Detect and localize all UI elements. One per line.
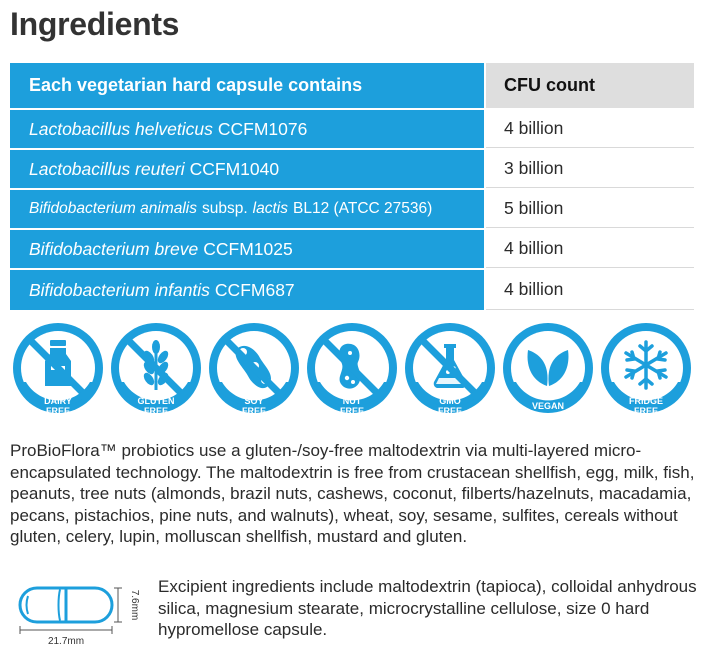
cfu-cell: 4 billion <box>486 230 694 268</box>
strain-cell: Bifidobacterium animalis subsp. lactis BL12… <box>10 190 486 228</box>
excipient-text: Excipient ingredients include maltodextr… <box>158 577 697 639</box>
leaf-icon <box>527 350 569 386</box>
table-row: Bifidobacterium infantis CCFM687 4 billio… <box>10 270 694 312</box>
badge-dairy-free: DAIRY FREE <box>10 320 106 416</box>
badge-vegan: VEGAN <box>500 320 596 416</box>
badge-gmo-free: GMO FREE <box>402 320 498 416</box>
capsule-height-label: 7.6mm <box>129 590 140 621</box>
table-row: Bifidobacterium breve CCFM1025 4 billion <box>10 230 694 270</box>
badge-label: VEGAN <box>531 401 564 411</box>
badge-label: GLUTEN FREE <box>137 396 175 416</box>
strain-code: BL12 (ATCC 27536) <box>293 200 433 217</box>
subspecies-name: lactis <box>252 200 288 217</box>
page-title: Ingredients <box>10 6 180 42</box>
header-contents: Each vegetarian hard capsule contains <box>10 63 486 108</box>
strain-code: CCFM1040 <box>189 158 280 179</box>
table-row: Lactobacillus helveticus CCFM1076 4 billi… <box>10 110 694 150</box>
ingredients-table: Each vegetarian hard capsule contains CF… <box>10 63 694 312</box>
badge-label: SOY FREE <box>241 396 266 416</box>
species-name: Bifidobacterium infantis <box>29 279 210 300</box>
cfu-cell: 5 billion <box>486 190 694 228</box>
badge-nut-free: NUT FREE <box>304 320 400 416</box>
species-name: Lactobacillus reuteri <box>29 158 185 179</box>
capsule-icon <box>18 586 114 624</box>
table-header-row: Each vegetarian hard capsule contains CF… <box>10 63 694 110</box>
strain-code: CCFM1025 <box>203 238 293 259</box>
subsp-label: subsp. <box>202 200 248 217</box>
strain-cell: Lactobacillus helveticus CCFM1076 <box>10 110 486 148</box>
cfu-cell: 4 billion <box>486 110 694 148</box>
strain-code: CCFM1076 <box>217 118 308 139</box>
capsule-width-label: 21.7mm <box>48 636 84 647</box>
table-row: Lactobacillus reuteri CCFM1040 3 billion <box>10 150 694 190</box>
badge-label: FRIDGE FREE <box>628 396 663 416</box>
badge-soy-free: SOY FREE <box>206 320 302 416</box>
badge-fridge-free: FRIDGE FREE <box>598 320 694 416</box>
snowflake-icon <box>624 340 668 390</box>
table-row: Bifidobacterium animalis subsp. lactis BL12… <box>10 190 694 230</box>
allergen-badges: DAIRY FREE GLUTEN FREE <box>10 320 700 430</box>
maltodextrin-paragraph: ProBioFlora™ probiotics use a gluten-/so… <box>10 441 695 546</box>
header-cfu: CFU count <box>486 63 694 108</box>
strain-cell: Lactobacillus reuteri CCFM1040 <box>10 150 486 188</box>
badge-label: GMO FREE <box>437 396 462 416</box>
species-name: Lactobacillus helveticus <box>29 118 213 139</box>
cfu-cell: 4 billion <box>486 270 694 310</box>
capsule-diagram: 21.7mm 7.6mm <box>14 580 144 655</box>
strain-cell: Bifidobacterium breve CCFM1025 <box>10 230 486 268</box>
strain-code: CCFM687 <box>214 279 295 300</box>
species-name: Bifidobacterium animalis <box>29 200 197 217</box>
badge-label: NUT FREE <box>339 396 364 416</box>
strain-cell: Bifidobacterium infantis CCFM687 <box>10 270 486 310</box>
badge-label: DAIRY FREE <box>44 396 72 416</box>
species-name: Bifidobacterium breve <box>29 238 199 259</box>
cfu-cell: 3 billion <box>486 150 694 188</box>
badge-gluten-free: GLUTEN FREE <box>108 320 204 416</box>
